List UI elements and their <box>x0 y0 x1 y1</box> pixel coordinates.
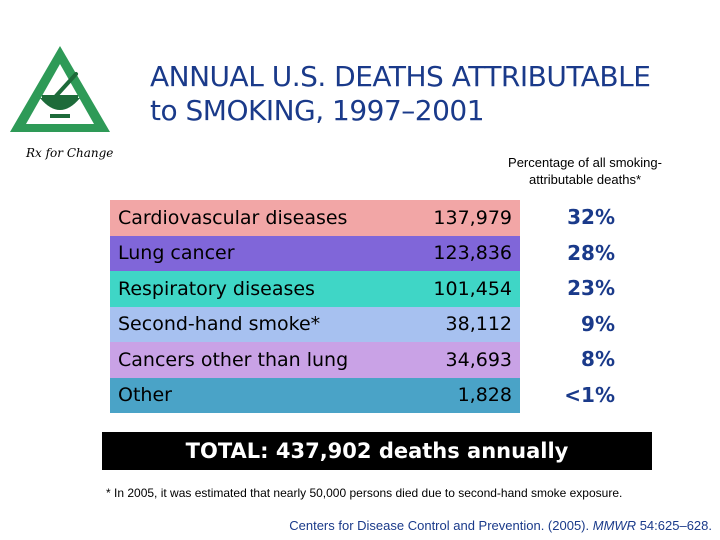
table-row: Lung cancer 123,836 <box>110 235 520 271</box>
footnote: * In 2005, it was estimated that nearly … <box>106 486 623 500</box>
mortar-pestle-triangle-icon <box>10 46 110 132</box>
page-title: ANNUAL U.S. DEATHS ATTRIBUTABLE to SMOKI… <box>150 60 651 127</box>
cause-label: Other <box>118 384 172 407</box>
percentage-value: <1% <box>564 382 615 407</box>
death-count: 38,112 <box>445 313 512 336</box>
rx-for-change-logo: Rx for Change <box>10 40 140 160</box>
percentage-value: 32% <box>567 205 615 229</box>
table-row: Cardiovascular diseases 137,979 <box>110 200 520 236</box>
table-row: Second-hand smoke* 38,112 <box>110 306 520 342</box>
cause-label: Respiratory diseases <box>118 277 315 300</box>
table-row: Cancers other than lung 34,693 <box>110 342 520 378</box>
citation-prefix: Centers for Disease Control and Preventi… <box>289 518 590 533</box>
logo-text: Rx for Change <box>26 146 114 160</box>
deaths-table: Cardiovascular diseases 137,979 Lung cance… <box>110 200 520 413</box>
cause-label: Cardiovascular diseases <box>118 206 348 229</box>
percentage-value: 23% <box>567 276 615 300</box>
cause-label: Second-hand smoke* <box>118 313 321 336</box>
death-count: 123,836 <box>433 242 512 265</box>
percentage-value: 9% <box>581 311 615 336</box>
percentage-heading: Percentage of all smoking- attributable … <box>508 155 662 187</box>
cause-label: Lung cancer <box>118 242 235 265</box>
death-count: 137,979 <box>433 206 512 229</box>
total-banner: TOTAL: 437,902 deaths annually <box>102 432 652 470</box>
citation: Centers for Disease Control and Preventi… <box>289 518 712 533</box>
percentage-value: 8% <box>581 347 615 371</box>
percentage-value: 28% <box>567 240 615 265</box>
citation-journal: MMWR <box>592 518 637 533</box>
death-count: 34,693 <box>445 348 512 371</box>
death-count: 1,828 <box>457 384 512 407</box>
table-row: Respiratory diseases 101,454 <box>110 271 520 307</box>
cause-label: Cancers other than lung <box>118 348 349 371</box>
percentage-column: 32% 28% 23% 9% 8% <1% <box>530 200 615 413</box>
citation-suffix: 54:625–628. <box>639 518 712 533</box>
death-count: 101,454 <box>433 277 512 300</box>
table-row: Other 1,828 <box>110 377 520 413</box>
